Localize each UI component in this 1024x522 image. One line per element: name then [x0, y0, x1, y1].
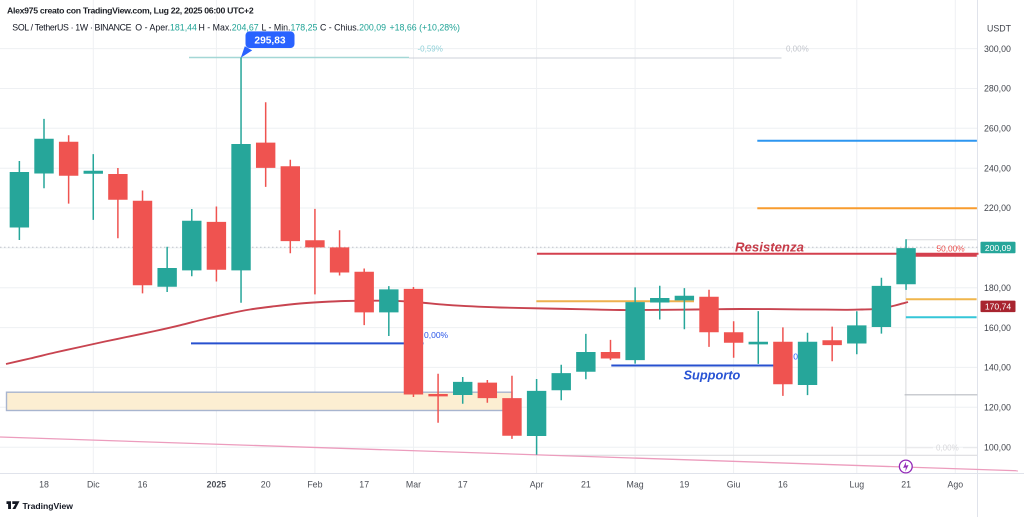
svg-text:220,00: 220,00	[984, 203, 1011, 213]
svg-text:17: 17	[458, 480, 468, 490]
svg-text:300,00: 300,00	[984, 44, 1011, 54]
svg-text:0,00%: 0,00%	[786, 44, 809, 53]
svg-text:50,00%: 50,00%	[937, 244, 966, 254]
svg-text:100,00: 100,00	[984, 442, 1011, 452]
svg-text:Apr: Apr	[530, 480, 544, 490]
svg-text:TradingView: TradingView	[23, 501, 74, 511]
svg-text:170,74: 170,74	[985, 302, 1012, 312]
svg-text:Supporto: Supporto	[684, 367, 741, 382]
svg-text:Lug: Lug	[849, 480, 864, 490]
svg-text:120,00: 120,00	[984, 403, 1011, 413]
svg-text:Feb: Feb	[307, 480, 322, 490]
svg-text:Mar: Mar	[406, 480, 421, 490]
svg-text:16: 16	[778, 480, 788, 490]
svg-text:160,00: 160,00	[984, 323, 1011, 333]
svg-text:Giu: Giu	[727, 480, 741, 490]
svg-text:0,00%: 0,00%	[424, 330, 449, 340]
svg-text:280,00: 280,00	[984, 84, 1011, 94]
svg-text:200,09: 200,09	[985, 243, 1012, 253]
svg-text:180,00: 180,00	[984, 283, 1011, 293]
svg-text:2025: 2025	[207, 480, 227, 490]
svg-text:0: 0	[793, 352, 798, 362]
svg-text:21: 21	[581, 480, 591, 490]
svg-text:16: 16	[138, 480, 148, 490]
svg-text:17: 17	[359, 480, 369, 490]
svg-text:20: 20	[261, 480, 271, 490]
svg-text:295,83: 295,83	[254, 36, 285, 47]
svg-text:21: 21	[901, 480, 911, 490]
svg-text:240,00: 240,00	[984, 163, 1011, 173]
svg-text:260,00: 260,00	[984, 124, 1011, 134]
svg-text:0,00%: 0,00%	[936, 444, 959, 453]
svg-text:19: 19	[680, 480, 690, 490]
svg-text:Resistenza: Resistenza	[735, 239, 804, 254]
svg-text:-0,59%: -0,59%	[418, 44, 443, 53]
svg-text:18: 18	[39, 480, 49, 490]
svg-text:140,00: 140,00	[984, 363, 1011, 373]
svg-text:Ago: Ago	[947, 480, 963, 490]
svg-text:USDT: USDT	[987, 24, 1012, 34]
svg-text:Alex975 creato con TradingView: Alex975 creato con TradingView.com, Lug …	[7, 5, 254, 15]
svg-text:Mag: Mag	[627, 480, 644, 490]
svg-text:Dic: Dic	[87, 480, 100, 490]
